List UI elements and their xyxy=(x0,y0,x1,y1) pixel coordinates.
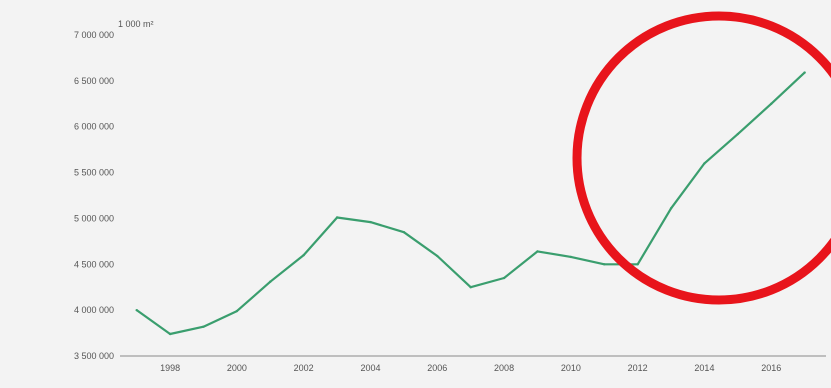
data-points xyxy=(135,71,806,336)
data-point xyxy=(536,250,539,253)
data-point xyxy=(335,216,339,219)
x-tick-label: 2006 xyxy=(427,363,447,373)
data-point xyxy=(369,220,372,224)
y-axis-ticks: 7 000 000 6 500 000 6 000 000 5 500 000 5 00… xyxy=(74,30,114,361)
x-tick-label: 2004 xyxy=(360,363,380,373)
data-point xyxy=(469,286,472,289)
data-point xyxy=(168,332,172,336)
y-tick-label: 5 000 000 xyxy=(74,213,114,223)
x-tick-label: 2008 xyxy=(494,363,514,373)
data-point xyxy=(202,325,205,328)
data-point xyxy=(703,162,706,165)
y-tick-label: 6 500 000 xyxy=(74,76,114,86)
data-point xyxy=(770,102,773,105)
data-point xyxy=(135,308,138,312)
y-tick-label: 3 500 000 xyxy=(74,351,114,361)
x-tick-label: 2010 xyxy=(561,363,581,373)
data-point xyxy=(235,309,239,313)
x-tick-label: 2012 xyxy=(628,363,648,373)
y-tick-label: 7 000 000 xyxy=(74,30,114,40)
x-tick-label: 2016 xyxy=(761,363,781,373)
x-axis-ticks: 1998 2000 2002 2004 2006 2008 2010 2012 2014 2016 xyxy=(160,363,781,373)
y-tick-label: 5 500 000 xyxy=(74,168,114,178)
y-tick-label: 4 500 000 xyxy=(74,259,114,269)
data-point xyxy=(302,253,305,257)
data-point xyxy=(636,263,639,266)
highlight-circle-annotation xyxy=(572,11,831,305)
data-point xyxy=(269,280,272,283)
data-point xyxy=(502,276,506,280)
x-tick-label: 2000 xyxy=(227,363,247,373)
data-point xyxy=(569,255,573,259)
y-tick-label: 4 000 000 xyxy=(74,305,114,315)
x-tick-label: 2002 xyxy=(294,363,314,373)
data-point xyxy=(402,230,406,234)
data-point xyxy=(669,207,673,210)
y-unit-label: 1 000 m² xyxy=(118,19,154,29)
data-point xyxy=(436,254,439,258)
x-tick-label: 2014 xyxy=(694,363,714,373)
x-tick-label: 1998 xyxy=(160,363,180,373)
data-point xyxy=(803,71,806,74)
data-point xyxy=(603,263,606,266)
data-point xyxy=(736,132,740,136)
y-tick-label: 6 000 000 xyxy=(74,122,114,132)
